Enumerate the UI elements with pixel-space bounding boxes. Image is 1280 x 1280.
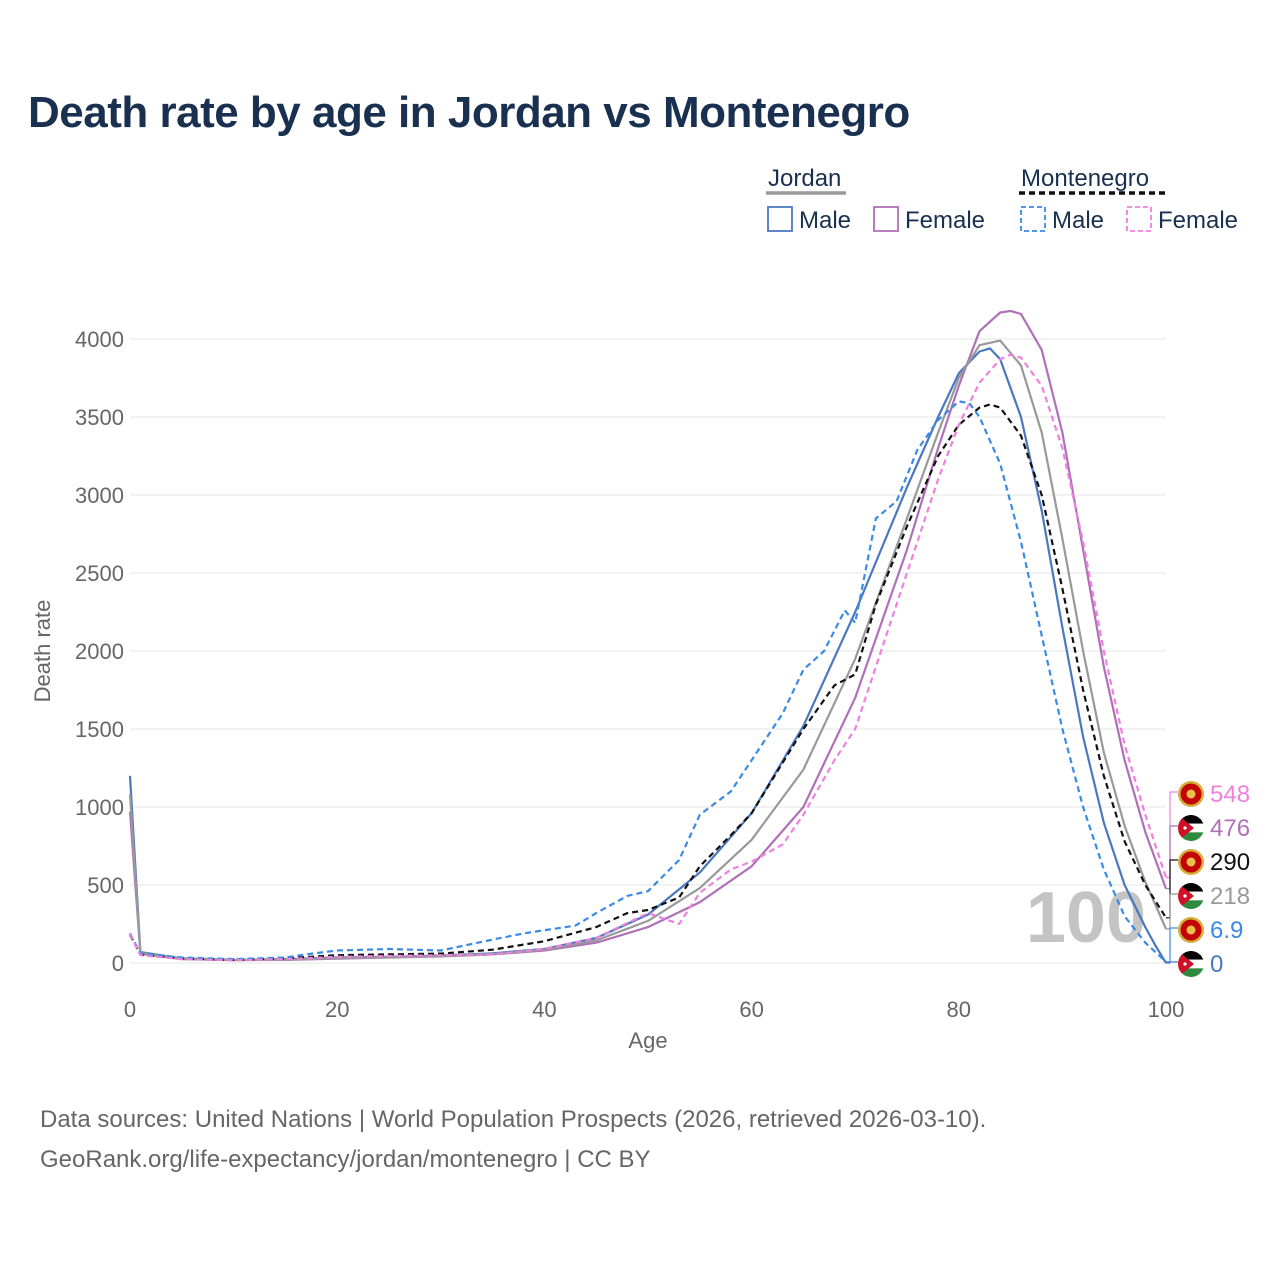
y-tick-label-4000: 4000 bbox=[75, 327, 124, 352]
legend-group-label-montenegro: Montenegro bbox=[1021, 165, 1149, 192]
y-axis-label: Death rate bbox=[30, 600, 55, 703]
legend-swatch-jordan-male[interactable] bbox=[767, 206, 793, 232]
end-connector-0 bbox=[1166, 791, 1178, 879]
x-axis-label: Age bbox=[628, 1028, 667, 1053]
flag-stripe-green bbox=[1178, 968, 1204, 977]
legend-group-label-jordan: Jordan bbox=[768, 165, 841, 192]
end-connector-3 bbox=[1166, 893, 1178, 930]
flag-star bbox=[1183, 894, 1187, 898]
y-tick-label-2500: 2500 bbox=[75, 561, 124, 586]
end-value-label-jordan-female: 476 bbox=[1210, 815, 1250, 842]
legend-label-jordan-male: Male bbox=[799, 207, 851, 234]
flag-emblem bbox=[1186, 925, 1196, 935]
x-tick-label-80: 80 bbox=[947, 997, 971, 1022]
end-connector-5 bbox=[1166, 961, 1178, 964]
end-value-label-montenegro-female: 548 bbox=[1210, 781, 1250, 808]
flag-emblem bbox=[1186, 789, 1196, 799]
y-tick-label-3000: 3000 bbox=[75, 483, 124, 508]
flag-stripe-black bbox=[1178, 883, 1204, 892]
x-tick-label-100: 100 bbox=[1148, 997, 1185, 1022]
end-value-label-jordan-total: 218 bbox=[1210, 883, 1250, 910]
legend-label-jordan-female: Female bbox=[905, 207, 985, 234]
legend-label-montenegro-male: Male bbox=[1052, 207, 1104, 234]
flag-body bbox=[1178, 815, 1204, 841]
flag-emblem bbox=[1186, 857, 1196, 867]
end-connector-2 bbox=[1166, 859, 1178, 919]
series-line-montenegro-male bbox=[129, 400, 1167, 963]
flag-body bbox=[1178, 951, 1204, 977]
legend-label-montenegro-female: Female bbox=[1158, 207, 1238, 234]
series-line-montenegro-female bbox=[129, 353, 1168, 962]
flag-star bbox=[1183, 962, 1187, 966]
end-connector-4 bbox=[1166, 927, 1178, 963]
end-connector-1 bbox=[1166, 825, 1178, 890]
jordan-flag-icon bbox=[1178, 951, 1204, 977]
legend-swatch-montenegro-male[interactable] bbox=[1020, 206, 1046, 232]
jordan-flag-icon bbox=[1178, 883, 1204, 909]
montenegro-flag-icon bbox=[1178, 849, 1204, 875]
y-tick-label-2000: 2000 bbox=[75, 639, 124, 664]
flag-stripe-black bbox=[1178, 815, 1204, 824]
y-tick-label-0: 0 bbox=[112, 951, 124, 976]
series-line-jordan-female bbox=[128, 309, 1168, 962]
end-value-label-jordan-male: 0 bbox=[1210, 951, 1223, 978]
flag-stripe-green bbox=[1178, 900, 1204, 909]
flag-stripe-green bbox=[1178, 832, 1204, 841]
flag-stripe-black bbox=[1178, 951, 1204, 960]
flag-body bbox=[1178, 883, 1204, 909]
montenegro-flag-icon bbox=[1178, 781, 1204, 807]
legend-swatch-jordan-female[interactable] bbox=[873, 206, 899, 232]
montenegro-flag-icon bbox=[1178, 917, 1204, 943]
x-tick-label-60: 60 bbox=[739, 997, 763, 1022]
chart-title: Death rate by age in Jordan vs Montenegr… bbox=[28, 88, 910, 137]
end-value-label-montenegro-total: 290 bbox=[1210, 849, 1250, 876]
source-url-line[interactable]: GeoRank.org/life-expectancy/jordan/monte… bbox=[40, 1146, 651, 1173]
series-line-jordan-total bbox=[128, 339, 1168, 962]
jordan-flag-icon bbox=[1178, 815, 1204, 841]
data-source-line: Data sources: United Nations | World Pop… bbox=[40, 1106, 987, 1133]
legend-swatch-montenegro-female[interactable] bbox=[1126, 206, 1152, 232]
y-tick-label-500: 500 bbox=[87, 873, 124, 898]
y-tick-label-1500: 1500 bbox=[75, 717, 124, 742]
y-tick-label-1000: 1000 bbox=[75, 795, 124, 820]
x-tick-label-0: 0 bbox=[124, 997, 136, 1022]
y-tick-label-3500: 3500 bbox=[75, 405, 124, 430]
end-value-label-montenegro-male: 6.9 bbox=[1210, 917, 1243, 944]
x-tick-label-20: 20 bbox=[325, 997, 349, 1022]
flag-star bbox=[1183, 826, 1187, 830]
x-tick-label-40: 40 bbox=[532, 997, 556, 1022]
series-line-montenegro-total bbox=[129, 403, 1167, 961]
series-line-jordan-male bbox=[128, 347, 1167, 964]
